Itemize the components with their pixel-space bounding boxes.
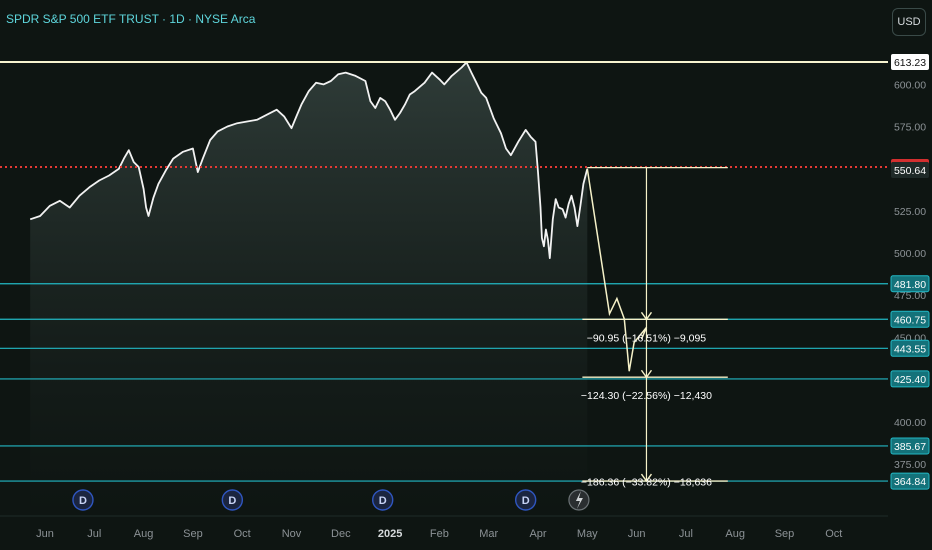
x-tick-label: Jun [628, 528, 646, 540]
price-tag-last-bg [891, 161, 929, 178]
target-arrow-2 [640, 473, 653, 483]
x-tick-label: Sep [183, 528, 203, 540]
dividend-marker-label: D [379, 495, 387, 507]
measure-label-1: −90.95 (−16.51%) −9,095 [587, 332, 707, 344]
price-tag-425.40: 425.40 [894, 374, 926, 386]
x-tick-label: Jun [36, 528, 54, 540]
price-tag-last: 550.64 [894, 165, 926, 177]
price-tag-425.40-bg [890, 370, 930, 388]
price-tag-460.75-bg [890, 310, 930, 328]
x-tick-label: Nov [282, 528, 302, 540]
dividend-marker-icon [221, 489, 244, 511]
dividend-marker-icon [372, 489, 394, 511]
x-tick-label: Mar [479, 528, 498, 540]
measure-label-3: −186.36 (−33.82%) −18,636 [581, 477, 712, 489]
dividend-marker-label: D [79, 495, 87, 507]
x-tick-label: Jul [679, 528, 693, 540]
price-line [29, 61, 589, 259]
y-tick-label: 400.00 [894, 417, 926, 429]
price-tag-481.80-bg [890, 275, 930, 293]
currency-button[interactable]: USD [892, 8, 926, 36]
y-tick-label: 575.00 [894, 122, 926, 134]
x-tick-label: Sep [775, 528, 795, 540]
x-tick-label: Apr [529, 528, 546, 540]
price-tag-443.55: 443.55 [894, 343, 926, 355]
chart-title: SPDR S&P 500 ETF TRUST · 1D · NYSE Arca [6, 12, 256, 26]
x-tick-label: Dec [331, 528, 351, 540]
price-tag-364.84-bg [890, 472, 930, 490]
dividend-marker-label: D [228, 495, 236, 507]
x-tick-label: Jul [87, 528, 101, 540]
price-tag-resistance-bg [891, 54, 929, 71]
y-tick-label: 500.00 [894, 248, 926, 260]
y-tick-label: 375.00 [894, 459, 926, 471]
dividend-marker-label: D [522, 495, 530, 507]
x-tick-label: Aug [134, 528, 154, 540]
measure-label-2: −124.30 (−22.56%) −12,430 [581, 390, 712, 402]
x-tick-label: Oct [825, 528, 842, 540]
dividend-marker-icon [514, 489, 537, 511]
right-axis-panel [888, 0, 932, 550]
price-tag-443.55-bg [890, 339, 930, 357]
lightning-bolt-icon [575, 491, 583, 509]
y-tick-label: 525.00 [894, 206, 926, 218]
price-tag-385.67-bg [890, 437, 930, 455]
price-tag-481.80: 481.80 [894, 279, 926, 291]
y-tick-label: 600.00 [894, 79, 926, 91]
price-tag-resistance: 613.23 [894, 57, 926, 69]
x-tick-label: May [577, 528, 598, 540]
y-tick-label: 475.00 [894, 290, 926, 302]
projection-path [586, 168, 648, 372]
price-tag-385.67: 385.67 [894, 441, 926, 453]
dividend-marker-icon [72, 489, 94, 511]
x-tick-label: Aug [725, 528, 745, 540]
price-tag-460.75: 460.75 [894, 314, 926, 326]
price-tag-364.84: 364.84 [894, 476, 926, 488]
x-tick-label: Feb [430, 528, 449, 540]
price-area [30, 62, 588, 517]
x-tick-label: Oct [234, 528, 251, 540]
x-tick-label: 2025 [378, 528, 402, 540]
